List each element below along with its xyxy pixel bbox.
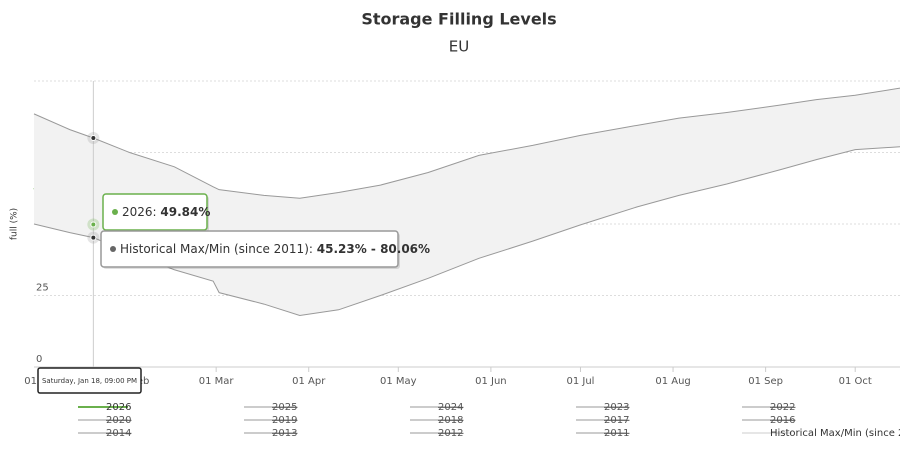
legend-label[interactable]: 2023 [604,402,629,413]
y-tick-label: 0 [36,354,42,365]
hover-marker [90,135,97,142]
tooltip-label: 2026: [122,205,157,219]
x-tick-label: 01 Jun [475,376,507,387]
crosshair-label: Saturday, Jan 18, 09:00 PM [42,377,137,385]
legend-label[interactable]: 2018 [438,415,463,426]
legend-label[interactable]: 2026 [106,402,131,413]
range-high-line [33,87,900,199]
crosshair-label-box [37,367,142,394]
hover-marker [90,234,97,241]
tooltip-value: 49.84% [160,205,210,219]
x-tick-label: 01 Oct [839,376,872,387]
legend-label[interactable]: 2011 [604,428,629,439]
tooltip-box [102,193,208,231]
legend-label[interactable]: 2013 [272,428,297,439]
x-tick-label: 01 Sep [748,376,783,387]
hover-marker [90,221,97,228]
legend-label[interactable]: Historical Max/Min (since 2011) [770,428,900,439]
x-tick-label: 01 Apr [292,376,326,387]
x-tick-label: 01 Mar [199,376,235,387]
chart-title: Storage Filling Levels [361,10,556,29]
y-axis-label: full (%) [10,208,20,240]
chart-subtitle: EU [449,38,469,56]
legend-label[interactable]: 2025 [272,402,297,413]
tooltip-dot [112,209,118,215]
legend-label[interactable]: 2020 [106,415,131,426]
tooltip-value: 45.23% - 80.06% [317,242,430,256]
legend-label[interactable]: 2016 [770,415,795,426]
legend-label[interactable]: 2017 [604,415,629,426]
y-tick-label: 25 [36,283,49,294]
tooltip-text: 2026: 49.84% [122,205,210,219]
tooltip-text: Historical Max/Min (since 2011): 45.23% … [120,242,430,256]
tooltip-label: Historical Max/Min (since 2011): [120,242,313,256]
legend-label[interactable]: 2019 [272,415,297,426]
x-tick-label: 01 Aug [655,376,690,387]
tooltip-dot [110,246,116,252]
legend-label[interactable]: 2012 [438,428,463,439]
x-tick-label: 01 Jul [566,376,594,387]
legend-label[interactable]: 2022 [770,402,795,413]
legend-label[interactable]: 2024 [438,402,463,413]
x-tick-label: 01 May [380,376,417,387]
tooltip-box [100,230,399,268]
legend-label[interactable]: 2014 [106,428,131,439]
